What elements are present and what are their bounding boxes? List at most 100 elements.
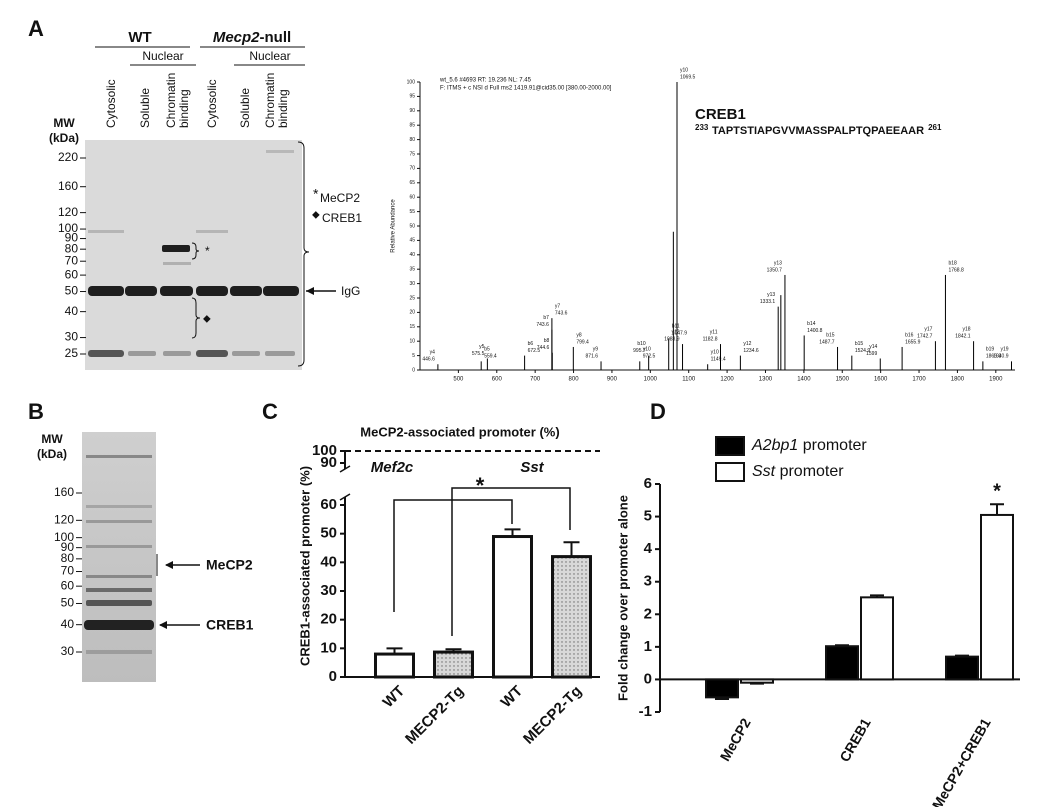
mw-label: 30 bbox=[65, 330, 79, 344]
significance-star: * bbox=[476, 473, 485, 498]
mw-label: 60 bbox=[61, 578, 75, 592]
annotation: ◆ bbox=[312, 210, 320, 221]
significance-bracket bbox=[451, 487, 571, 636]
peak-label: 1742.7 bbox=[917, 334, 933, 340]
y-tick-label: 0 bbox=[329, 668, 337, 685]
peak-label: 1182.8 bbox=[703, 336, 718, 342]
y-tick-label: 90 bbox=[409, 108, 415, 114]
bar bbox=[945, 655, 979, 681]
ion-label: y12 bbox=[743, 341, 751, 347]
peak-label: 743.6 bbox=[555, 310, 568, 316]
y-tick-label: 20 bbox=[409, 310, 415, 316]
y-tick-label: 70 bbox=[409, 166, 415, 172]
bar bbox=[492, 535, 533, 679]
x-tick-label: 600 bbox=[492, 377, 503, 383]
y-tick-label: 50 bbox=[409, 223, 415, 229]
mw-title: (kDa) bbox=[49, 131, 79, 145]
axis-break bbox=[339, 493, 351, 501]
y-tick-label: 10 bbox=[320, 639, 337, 656]
lane-label: Soluble bbox=[238, 88, 252, 128]
group-label: Mecp2-null bbox=[213, 29, 291, 46]
peak-label: 575.5 bbox=[472, 351, 485, 357]
peak-label: 1768.8 bbox=[948, 267, 964, 273]
x-tick-label: 1800 bbox=[951, 377, 965, 383]
y-tick-label: 10 bbox=[409, 339, 415, 345]
bar bbox=[433, 650, 474, 679]
bar bbox=[705, 678, 739, 699]
peak-label: 1487.7 bbox=[819, 339, 835, 345]
lane-label: Chromatin bbox=[164, 73, 178, 128]
mw-label: 80 bbox=[61, 551, 75, 565]
y-tick-label: 95 bbox=[409, 94, 415, 100]
y-tick-label: 0 bbox=[644, 670, 652, 687]
ion-label: y8 bbox=[576, 332, 582, 338]
y-tick-label: 45 bbox=[409, 238, 415, 244]
gel-bands bbox=[84, 455, 154, 654]
y-tick-label: -1 bbox=[639, 703, 652, 720]
x-tick-label: WT bbox=[498, 683, 527, 712]
error-bar bbox=[445, 648, 462, 653]
peak-label: 1047.9 bbox=[672, 331, 688, 337]
y-tick-label: 90 bbox=[320, 454, 337, 471]
legend-swatch bbox=[715, 436, 745, 456]
mw-label: 80 bbox=[65, 241, 79, 255]
y-tick-label: 35 bbox=[409, 267, 415, 273]
error-bar bbox=[504, 528, 521, 537]
annotation: ◆ bbox=[203, 314, 211, 325]
mw-label: 90 bbox=[61, 540, 75, 554]
annotation: MeCP2 bbox=[320, 191, 360, 205]
legend-label: Sst promoter bbox=[752, 463, 844, 480]
mw-label: 40 bbox=[65, 304, 79, 318]
bar bbox=[374, 652, 415, 679]
axis-break bbox=[339, 465, 351, 473]
ion-label: b11 bbox=[672, 324, 680, 330]
spectrum-header: F: ITMS + c NSI d Full ms2 1419.91@cid35… bbox=[440, 86, 612, 92]
mw-label: 60 bbox=[65, 267, 79, 281]
peak-label: 1333.1 bbox=[760, 299, 776, 305]
x-tick-label: MECP2-Tg bbox=[402, 683, 467, 748]
y-tick-label: 5 bbox=[412, 353, 415, 359]
ion-label: b8 bbox=[544, 338, 550, 344]
ion-label: b14 bbox=[807, 321, 816, 327]
spectrum-header: wt_5.6 #4693 RT: 19.236 NL: 7.45 bbox=[439, 78, 532, 84]
peak-label: 1350.7 bbox=[767, 267, 783, 273]
x-tick-label: 1400 bbox=[797, 377, 811, 383]
peak-label: 1842.1 bbox=[955, 334, 971, 340]
error-bar bbox=[870, 594, 884, 598]
arrowhead bbox=[306, 287, 314, 295]
annotation: * bbox=[313, 186, 319, 202]
arrowhead bbox=[165, 561, 173, 569]
mw-label: 50 bbox=[65, 284, 79, 298]
bracket bbox=[297, 141, 310, 367]
x-tick-label: 500 bbox=[453, 377, 464, 383]
bracket bbox=[191, 242, 200, 260]
y-tick-label: 80 bbox=[409, 137, 415, 143]
bracket bbox=[191, 297, 201, 339]
ion-label: b10 bbox=[637, 341, 646, 347]
group-label: Mef2c bbox=[371, 459, 414, 476]
y-tick-label: 40 bbox=[409, 252, 415, 258]
bar bbox=[551, 555, 592, 679]
sequence: TAPTSTIAPGVVMASSPALPTQPAEEAAR bbox=[712, 125, 924, 137]
y-tick-label: 60 bbox=[409, 195, 415, 201]
lane-label: Soluble bbox=[138, 88, 152, 128]
error-bar bbox=[990, 503, 1004, 515]
x-tick-label: 900 bbox=[607, 377, 618, 383]
mw-label: 40 bbox=[61, 617, 75, 631]
y-tick-label: 5 bbox=[644, 508, 652, 525]
ion-label: y11 bbox=[710, 329, 718, 335]
ion-label: y10 bbox=[711, 350, 719, 356]
y-tick-label: 6 bbox=[644, 475, 652, 492]
mw-title: MW bbox=[53, 116, 75, 130]
mw-label: 90 bbox=[65, 231, 79, 245]
mw-label: 50 bbox=[61, 596, 75, 610]
peak-label: 995.7 bbox=[633, 348, 646, 354]
lane-label: Chromatin bbox=[263, 73, 277, 128]
y-tick-label: 75 bbox=[409, 151, 415, 157]
x-tick-label: 1300 bbox=[759, 377, 773, 383]
sequence-start: 233 bbox=[695, 123, 709, 132]
x-tick-label: MeCP2+CREB1 bbox=[929, 715, 994, 807]
error-bar bbox=[563, 541, 580, 557]
ion-label: y14 bbox=[869, 344, 877, 350]
